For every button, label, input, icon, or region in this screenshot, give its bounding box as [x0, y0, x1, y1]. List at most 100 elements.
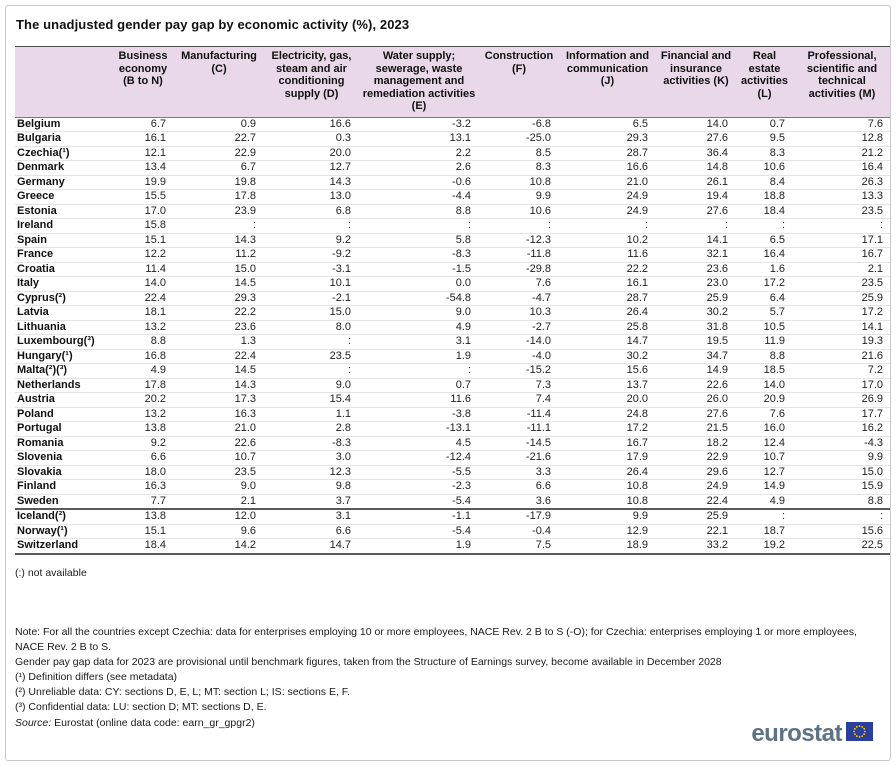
value-cell: 27.6 — [656, 131, 736, 147]
value-cell: 3.1 — [264, 508, 359, 525]
value-cell: 2.1 — [174, 494, 264, 510]
value-cell: 29.3 — [174, 291, 264, 306]
value-cell: : — [793, 508, 890, 525]
value-cell: 13.2 — [112, 407, 174, 422]
value-cell: 9.0 — [174, 479, 264, 495]
footnote-provisional: Gender pay gap data for 2023 are provisi… — [15, 655, 722, 668]
value-cell: 17.2 — [736, 276, 793, 292]
value-cell: 9.9 — [559, 508, 656, 525]
value-cell: 25.9 — [656, 508, 736, 525]
column-header-7: Real estate activities (L) — [736, 46, 793, 118]
value-cell: 15.1 — [112, 524, 174, 539]
value-cell: 16.4 — [793, 160, 890, 176]
value-cell: 10.1 — [264, 276, 359, 292]
value-cell: -6.8 — [479, 117, 559, 132]
value-cell: 15.1 — [112, 233, 174, 248]
value-cell: 17.2 — [559, 421, 656, 437]
value-cell: 13.1 — [359, 131, 479, 147]
value-cell: 12.2 — [112, 247, 174, 263]
value-cell: -8.3 — [359, 247, 479, 263]
value-cell: : — [174, 218, 264, 234]
country-cell: Spain — [15, 233, 112, 248]
value-cell: 19.9 — [112, 175, 174, 190]
value-cell: 1.3 — [174, 334, 264, 350]
value-cell: 12.7 — [736, 465, 793, 480]
value-cell: -4.0 — [479, 349, 559, 364]
value-cell: 9.0 — [264, 378, 359, 393]
country-cell: Norway(¹) — [15, 524, 112, 539]
value-cell: 16.0 — [736, 421, 793, 437]
country-cell: Portugal — [15, 421, 112, 437]
value-cell: : — [264, 218, 359, 234]
value-cell: 2.1 — [793, 262, 890, 277]
column-header-5: Information and communication (J) — [559, 46, 656, 118]
value-cell: 14.3 — [264, 175, 359, 190]
value-cell: 21.0 — [559, 175, 656, 190]
column-header-3: Water supply; sewerage, waste management… — [359, 46, 479, 118]
table-row: Switzerland 18.4 14.2 14.7 1.9 7.5 18.9 33.2 19.… — [15, 538, 890, 555]
table-row: Spain 15.1 14.3 9.2 5.8 -12.3 10.2 14.1 6.5 17.1 — [15, 233, 890, 248]
value-cell: 24.8 — [559, 407, 656, 422]
value-cell: : — [793, 218, 890, 234]
value-cell: 24.9 — [559, 204, 656, 219]
value-cell: 15.5 — [112, 189, 174, 205]
value-cell: : — [656, 218, 736, 234]
value-cell: 22.2 — [174, 305, 264, 321]
table-row: Hungary(¹) 16.8 22.4 23.5 1.9 -4.0 30.2 34.7 8.8… — [15, 349, 890, 364]
value-cell: 21.6 — [793, 349, 890, 364]
country-cell: Denmark — [15, 160, 112, 176]
value-cell: 22.6 — [656, 378, 736, 393]
value-cell: 8.5 — [479, 146, 559, 161]
value-cell: 26.1 — [656, 175, 736, 190]
value-cell: 9.6 — [174, 524, 264, 539]
country-cell: France — [15, 247, 112, 263]
value-cell: : — [359, 218, 479, 234]
value-cell: 21.0 — [174, 421, 264, 437]
value-cell: : — [359, 363, 479, 379]
value-cell: 24.9 — [559, 189, 656, 205]
value-cell: 6.7 — [174, 160, 264, 176]
value-cell: 27.6 — [656, 407, 736, 422]
value-cell: -3.1 — [264, 262, 359, 277]
value-cell: 7.6 — [736, 407, 793, 422]
value-cell: 8.8 — [736, 349, 793, 364]
value-cell: -14.5 — [479, 436, 559, 451]
table-row: Netherlands 17.8 14.3 9.0 0.7 7.3 13.7 22.6 14.0… — [15, 378, 890, 393]
value-cell: 16.4 — [736, 247, 793, 263]
value-cell: 12.0 — [174, 508, 264, 525]
value-cell: 11.2 — [174, 247, 264, 263]
value-cell: 20.2 — [112, 392, 174, 408]
country-cell: Iceland(²) — [15, 508, 112, 525]
value-cell: 14.7 — [264, 538, 359, 555]
value-cell: -12.4 — [359, 450, 479, 466]
country-cell: Sweden — [15, 494, 112, 510]
value-cell: 10.5 — [736, 320, 793, 335]
country-cell: Malta(²)(³) — [15, 363, 112, 379]
value-cell: -29.8 — [479, 262, 559, 277]
table-row: Romania 9.2 22.6 -8.3 4.5 -14.5 16.7 18.2 12.4 -4… — [15, 436, 890, 451]
value-cell: 1.6 — [736, 262, 793, 277]
value-cell: 18.9 — [559, 538, 656, 555]
value-cell: 6.7 — [112, 117, 174, 132]
table-row: Croatia 11.4 15.0 -3.1 -1.5 -29.8 22.2 23.6 1.6 2… — [15, 262, 890, 277]
value-cell: 10.7 — [174, 450, 264, 466]
value-cell: 14.9 — [656, 363, 736, 379]
value-cell: 16.3 — [174, 407, 264, 422]
country-cell: Netherlands — [15, 378, 112, 393]
value-cell: 11.4 — [112, 262, 174, 277]
value-cell: 7.3 — [479, 378, 559, 393]
value-cell: 6.6 — [264, 524, 359, 539]
column-header-1: Manufacturing (C) — [174, 46, 264, 118]
value-cell: 10.7 — [736, 450, 793, 466]
value-cell: 22.4 — [656, 494, 736, 510]
value-cell: 9.0 — [359, 305, 479, 321]
eurostat-logo-text: eurostat — [751, 720, 842, 747]
value-cell: -8.3 — [264, 436, 359, 451]
value-cell: 9.9 — [793, 450, 890, 466]
value-cell: 19.5 — [656, 334, 736, 350]
value-cell: -4.7 — [479, 291, 559, 306]
value-cell: 26.4 — [559, 465, 656, 480]
value-cell: 10.8 — [479, 175, 559, 190]
value-cell: 22.4 — [112, 291, 174, 306]
footnote-note: Note: For all the countries except Czech… — [15, 625, 857, 653]
